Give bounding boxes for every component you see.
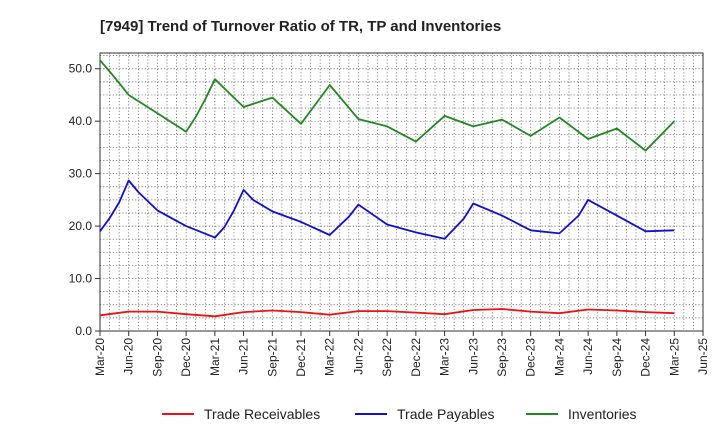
x-tick-label: Sep-24: [610, 338, 624, 377]
x-tick-label: Dec-20: [179, 338, 193, 377]
x-tick-label: Mar-21: [208, 338, 222, 376]
grid-lines: [99, 53, 704, 332]
y-tick-label: 30.0: [69, 167, 93, 181]
x-tick-label: Mar-20: [93, 338, 107, 376]
x-tick-label: Jun-21: [237, 338, 251, 375]
y-tick-label: 10.0: [69, 272, 93, 286]
x-tick-label: Jun-25: [696, 338, 710, 375]
series-lines: [99, 59, 675, 318]
plot-frame: [99, 52, 704, 332]
series-line-trade-receivables: [99, 308, 675, 318]
y-tick-label: 0.0: [75, 324, 92, 338]
y-axis: 0.0 10.0 20.0 30.0 40.0 50.0: [69, 62, 100, 338]
x-tick-label: Mar-25: [667, 338, 681, 376]
x-tick-label: Mar-23: [438, 338, 452, 376]
y-tick-label: 50.0: [69, 62, 93, 76]
x-tick-label: Sep-21: [265, 338, 279, 377]
x-tick-label: Sep-23: [495, 338, 509, 377]
legend-label-trade-payables: Trade Payables: [397, 406, 495, 422]
legend-label-trade-receivables: Trade Receivables: [204, 406, 320, 422]
series-line-inventories: [99, 59, 675, 152]
x-tick-label: Jun-20: [122, 338, 136, 375]
x-tick-label: Mar-24: [552, 338, 566, 376]
x-tick-label: Jun-22: [351, 338, 365, 375]
x-tick-label: Jun-24: [581, 338, 595, 375]
y-tick-label: 20.0: [69, 219, 93, 233]
x-axis: Mar-20 Jun-20 Sep-20 Dec-20 Mar-21 Jun-21 Sep-…: [93, 331, 710, 377]
x-tick-label: Sep-20: [150, 338, 164, 377]
legend-label-inventories: Inventories: [568, 406, 636, 422]
x-tick-label: Dec-23: [524, 338, 538, 377]
x-tick-label: Dec-21: [294, 338, 308, 377]
x-tick-label: Mar-22: [323, 338, 337, 376]
x-tick-label: Sep-22: [380, 338, 394, 377]
series-line-trade-payables: [99, 179, 675, 240]
chart-title: [7949] Trend of Turnover Ratio of TR, TP…: [100, 18, 501, 35]
x-tick-label: Jun-23: [466, 338, 480, 375]
x-tick-label: Dec-22: [409, 338, 423, 377]
x-tick-label: Dec-24: [639, 338, 653, 377]
y-tick-label: 40.0: [69, 114, 93, 128]
legend: Trade Receivables Trade Payables Inventori…: [162, 406, 636, 422]
